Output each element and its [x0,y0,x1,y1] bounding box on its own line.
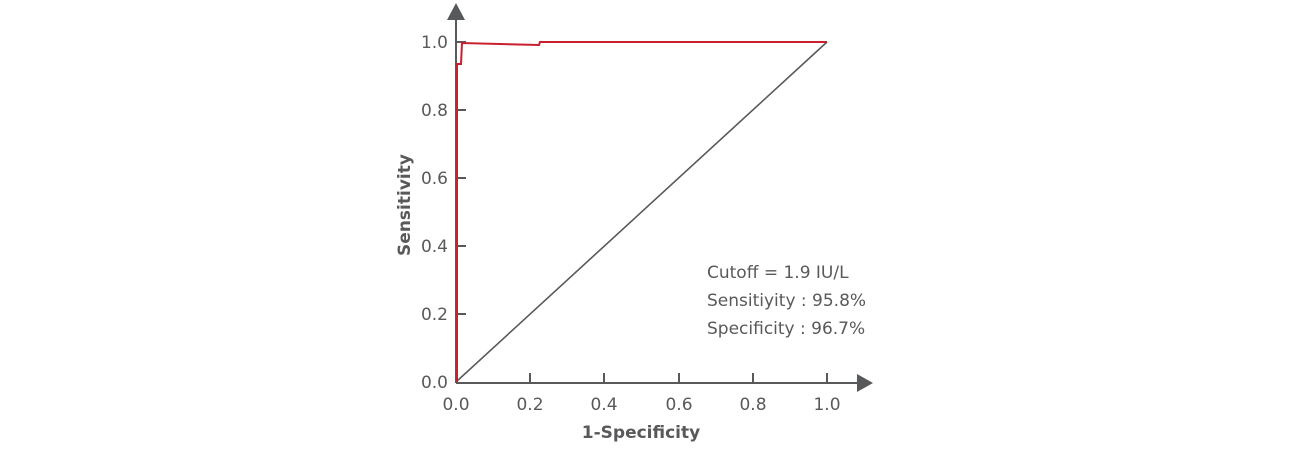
y-tick-label: 0.0 [421,373,448,393]
y-tick-label: 0.4 [421,237,448,257]
x-axis-arrow-icon [857,374,873,392]
x-tick-label: 1.0 [813,395,840,415]
y-tick-label: 0.2 [421,305,448,325]
roc-curve [456,41,827,382]
annotation-sensitivity: Sensitiyity : 95.8% [707,291,866,311]
y-tick-label: 1.0 [421,33,448,53]
reference-diagonal-line [455,41,828,383]
x-tick-label: 0.6 [665,395,692,415]
y-axis-title: Sensitivity [395,154,415,256]
x-tick-label: 0.8 [739,395,766,415]
annotation-specificity: Specificity : 96.7% [707,319,865,339]
y-tick-label: 0.8 [421,101,448,121]
y-tick-label: 0.6 [421,169,448,189]
x-axis-title: 1-Specificity [582,423,700,443]
annotation-cutoff: Cutoff = 1.9 IU/L [707,263,849,283]
x-tick-label: 0.0 [442,395,469,415]
x-tick-label: 0.2 [516,395,543,415]
x-tick-label: 0.4 [590,395,617,415]
y-axis-arrow-icon [447,3,465,20]
x-ticks [529,373,828,383]
